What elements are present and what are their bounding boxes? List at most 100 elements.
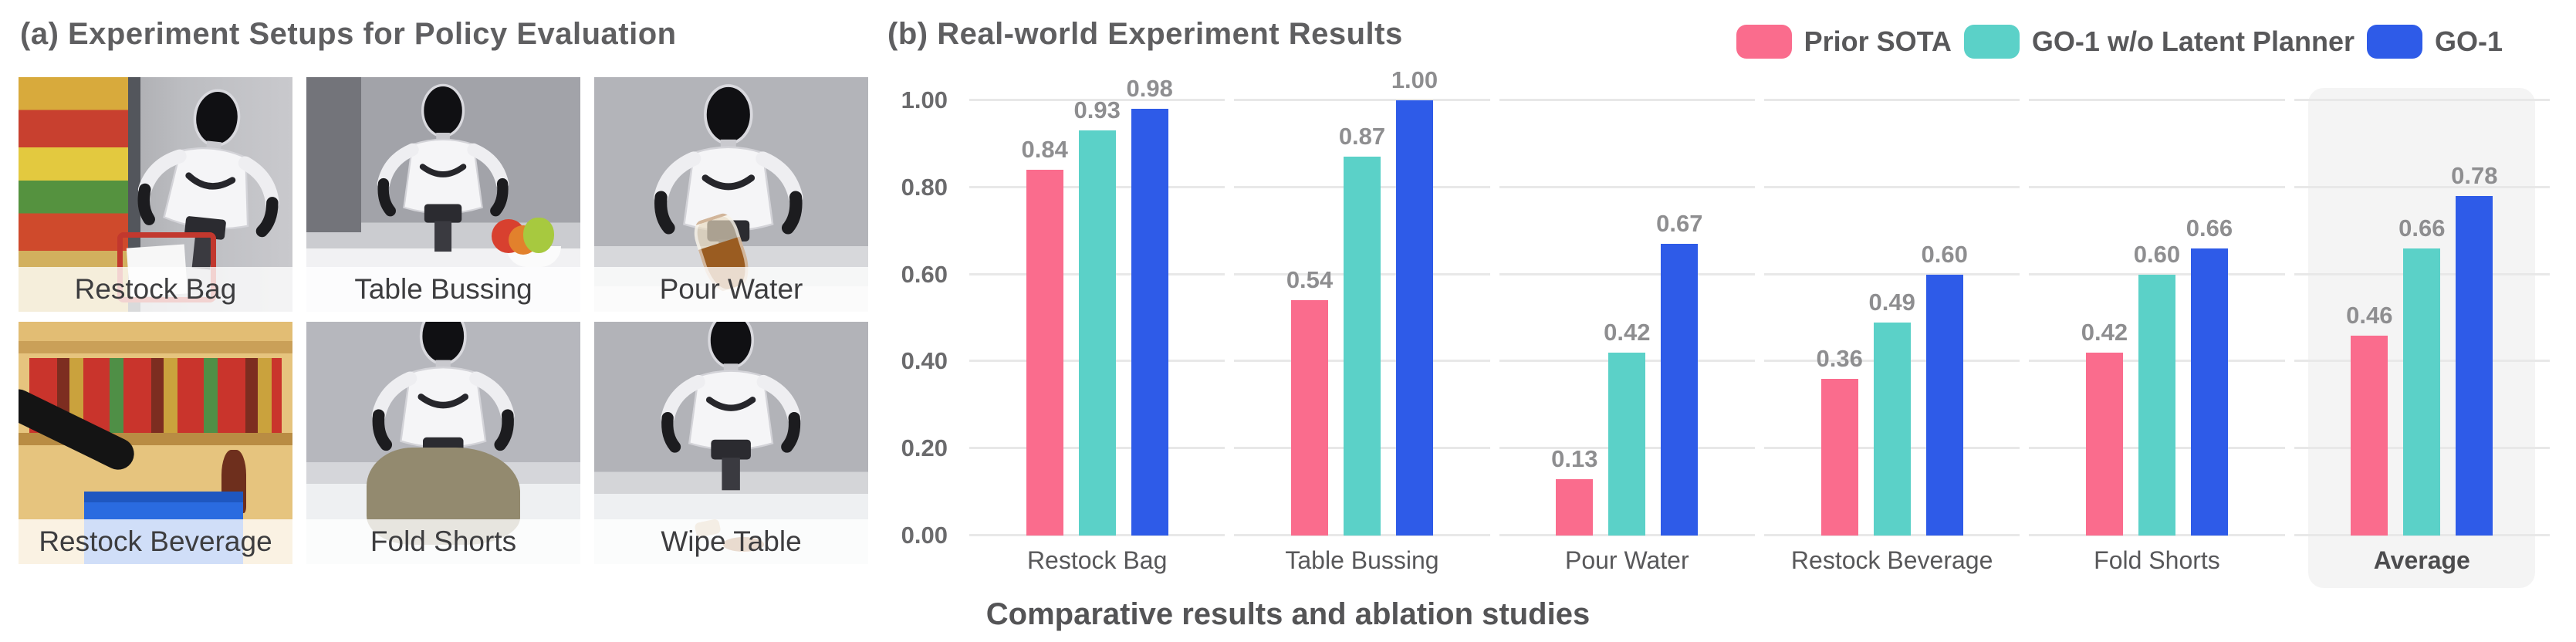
gridline [1499, 272, 1755, 275]
bar-go-1: 0.98 [1126, 75, 1173, 536]
plot-area: 0.84 0.93 0.98 Restock Bag 0.54 0.87 1.00 Table… [965, 66, 2554, 588]
gridline [1763, 272, 2020, 275]
bar-value-label: 0.49 [1868, 288, 1915, 316]
bar-value-label: 0.54 [1286, 266, 1334, 294]
bar-value-label: 0.98 [1126, 75, 1173, 103]
y-tick-label: 1.00 [901, 86, 948, 113]
bar-go-1-w-o-latent-planner: 0.87 [1339, 123, 1385, 536]
bar-groups: 0.84 0.93 0.98 Restock Bag 0.54 0.87 1.00 Table… [965, 66, 2554, 588]
panel-b-title: (b) Real-world Experiment Results [887, 17, 1403, 51]
gridline [1763, 185, 2020, 188]
bar-prior-sota: 0.13 [1551, 445, 1597, 536]
bar-value-label: 0.36 [1816, 344, 1863, 372]
category-label: Restock Beverage [1790, 546, 1993, 574]
photo-wipe-table: Wipe Table [594, 322, 868, 564]
legend-item-go1: GO-1 [2366, 25, 2503, 59]
pear-illustration [523, 218, 555, 253]
gridline [969, 99, 1225, 101]
bar-group-restock-bag: 0.84 0.93 0.98 Restock Bag [965, 75, 1229, 574]
gridline [2294, 99, 2550, 101]
bar-prior-sota: 0.42 [2081, 319, 2128, 536]
photo-restock-beverage: Restock Beverage [19, 322, 292, 564]
y-tick-label: 0.40 [901, 347, 948, 375]
bar-prior-sota: 0.84 [1021, 136, 1068, 536]
gridline [1499, 185, 1755, 188]
bar-prior-sota: 0.54 [1286, 266, 1333, 536]
bar-value-label: 0.60 [2133, 240, 2181, 268]
bar-value-label: 0.42 [2081, 319, 2128, 346]
figure-caption: Comparative results and ablation studies [985, 597, 1591, 631]
y-tick-label: 0.80 [901, 173, 948, 201]
robot-illustration [641, 322, 821, 494]
bar-value-label: 0.66 [2399, 214, 2446, 242]
wall-panel-illustration [306, 77, 361, 232]
photo-label: Restock Beverage [19, 519, 292, 564]
gridline [2029, 185, 2285, 188]
bar-prior-sota: 0.46 [2346, 302, 2392, 536]
bar-group-pour-water: 0.13 0.42 0.67 Pour Water [1495, 99, 1760, 574]
bar-go-1-w-o-latent-planner: 0.60 [2134, 241, 2180, 536]
bar-value-label: 0.93 [1073, 96, 1121, 124]
y-tick-label: 0.20 [901, 434, 948, 462]
bar-group-average: 0.46 0.66 0.78 Average [2290, 88, 2554, 588]
bar-value-label: 1.00 [1391, 66, 1438, 93]
legend-item-prior-sota: Prior SOTA [1736, 25, 1952, 59]
gridline [1499, 99, 1755, 101]
bar-value-label: 0.67 [1656, 210, 1703, 238]
bar-value-label: 0.78 [2451, 162, 2498, 190]
gridline [1234, 99, 1490, 101]
category-label: Average [2373, 546, 2470, 574]
legend-item-go1-wo-latent-planner: GO-1 w/o Latent Planner [1963, 25, 2355, 59]
photo-label: Table Bussing [306, 267, 580, 312]
photo-fold-shorts: Fold Shorts [306, 322, 580, 564]
category-label: Fold Shorts [2094, 546, 2220, 574]
y-tick-label: 0.60 [901, 260, 948, 288]
experiment-photo-grid: Restock Bag Table Bussing Pour Water Res… [19, 77, 868, 564]
bar-value-label: 0.84 [1021, 136, 1068, 164]
category-label: Table Bussing [1285, 546, 1439, 574]
bar-value-label: 0.66 [2186, 214, 2233, 242]
bar-prior-sota: 0.36 [1816, 345, 1863, 536]
gridline [2029, 272, 2285, 275]
bar-value-label: 0.87 [1338, 123, 1386, 150]
bar-go-1: 0.66 [2186, 215, 2233, 536]
bar-go-1-w-o-latent-planner: 0.93 [1073, 96, 1121, 536]
bar-go-1: 0.67 [1656, 210, 1702, 536]
gridline [2029, 99, 2285, 101]
legend-label: GO-1 w/o Latent Planner [2031, 25, 2355, 57]
photo-label: Pour Water [594, 267, 868, 312]
category-label: Pour Water [1564, 546, 1689, 574]
bar-go-1: 1.00 [1391, 66, 1438, 536]
bar-value-label: 0.60 [1921, 240, 1968, 268]
gridline [1763, 99, 2020, 101]
photo-pour-water: Pour Water [594, 77, 868, 312]
bar-go-1-w-o-latent-planner: 0.42 [1604, 319, 1650, 536]
photo-label: Fold Shorts [306, 519, 580, 564]
photo-restock-bag: Restock Bag [19, 77, 292, 312]
go1-wo-latent-planner-swatch [1963, 25, 2020, 59]
bar-value-label: 0.46 [2346, 301, 2393, 329]
panel-a-title: (a) Experiment Setups for Policy Evaluat… [20, 17, 677, 51]
chart-legend: Prior SOTA GO-1 w/o Latent Planner GO-1 [1736, 25, 2503, 59]
bar-value-label: 0.13 [1551, 444, 1598, 472]
bar-go-1-w-o-latent-planner: 0.66 [2399, 215, 2445, 536]
bar-group-fold-shorts: 0.42 0.60 0.66 Fold Shorts [2024, 99, 2289, 574]
category-label: Restock Bag [1026, 546, 1168, 574]
bar-go-1: 0.60 [1921, 241, 1968, 536]
bar-value-label: 0.42 [1604, 319, 1651, 346]
legend-label: Prior SOTA [1804, 25, 1952, 57]
y-tick-label: 0.00 [901, 522, 948, 549]
go1-swatch [2366, 25, 2422, 59]
photo-label: Wipe Table [594, 519, 868, 564]
bar-group-restock-beverage: 0.36 0.49 0.60 Restock Beverage [1760, 99, 2024, 574]
photo-label: Restock Bag [19, 267, 292, 312]
bar-group-table-bussing: 0.54 0.87 1.00 Table Bussing [1229, 66, 1494, 574]
bar-go-1-w-o-latent-planner: 0.49 [1868, 289, 1915, 536]
y-axis: 0.00 0.20 0.40 0.60 0.80 1.00 [855, 86, 948, 549]
photo-table-bussing: Table Bussing [306, 77, 580, 312]
legend-label: GO-1 [2434, 25, 2503, 57]
bar-go-1: 0.78 [2451, 162, 2497, 536]
gridline [2294, 185, 2550, 188]
prior-sota-swatch [1736, 25, 1792, 59]
